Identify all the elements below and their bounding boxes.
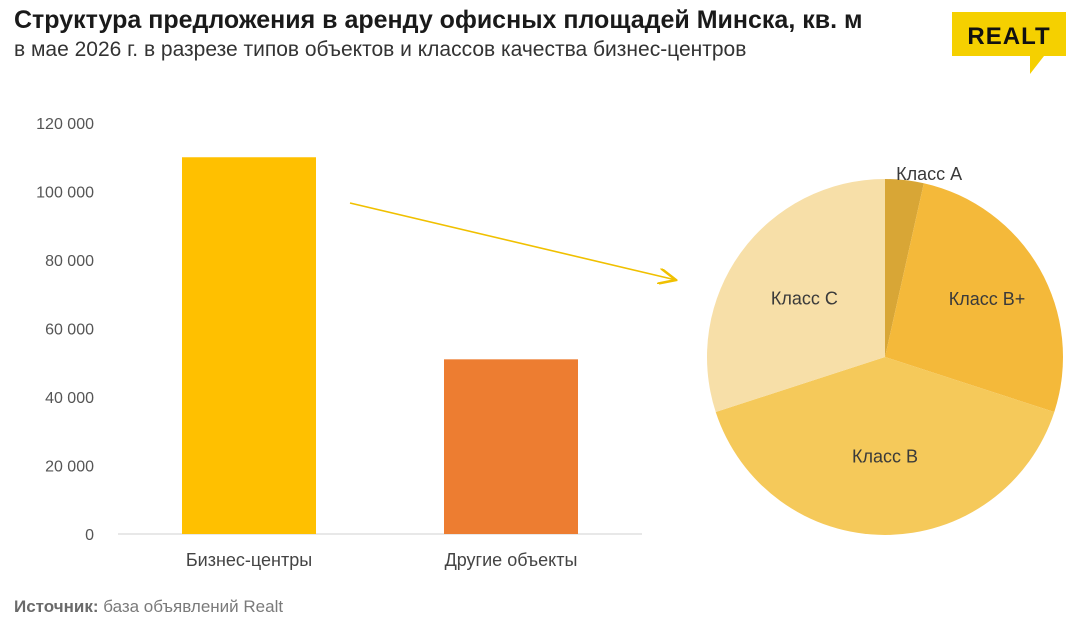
pie-slice — [885, 179, 924, 357]
y-tick-label: 0 — [85, 527, 94, 544]
x-category-label: Другие объекты — [445, 550, 578, 570]
source-label: Источник: — [14, 597, 99, 616]
pie-slice — [885, 183, 1064, 413]
pie-chart: Класс A Класс B+ Класс B Класс C — [706, 164, 1064, 536]
source-text: база объявлений Realt — [98, 597, 284, 616]
bar-chart: 0 20 000 40 000 60 000 80 000 100 000 120 000 Б… — [36, 116, 642, 570]
y-tick-label: 40 000 — [45, 390, 94, 407]
logo-text: REALT — [967, 23, 1050, 50]
y-tick-label: 80 000 — [45, 253, 94, 270]
realt-logo: REALT — [952, 12, 1066, 74]
y-tick-label: 20 000 — [45, 459, 94, 476]
pie-slice-label: Класс B — [852, 447, 918, 467]
source-note: Источник: база объявлений Realt — [14, 597, 283, 617]
pie-slice-label: Класс B+ — [949, 289, 1026, 309]
pie-slice — [715, 357, 1055, 536]
pie-slice-label: Класс C — [771, 288, 838, 308]
y-tick-label: 100 000 — [36, 185, 94, 202]
connector-arrow — [349, 202, 676, 280]
y-tick-label: 120 000 — [36, 116, 94, 133]
x-category-label: Бизнес-центры — [186, 550, 312, 570]
bar — [444, 359, 578, 534]
pie-slice — [706, 179, 885, 413]
chart-subtitle: в мае 2026 г. в разрезе типов объектов и… — [14, 38, 747, 61]
bar — [182, 157, 316, 534]
chart-title: Структура предложения в аренду офисных п… — [14, 6, 863, 34]
pie-slice-label: Класс A — [896, 164, 962, 184]
y-tick-label: 60 000 — [45, 322, 94, 339]
